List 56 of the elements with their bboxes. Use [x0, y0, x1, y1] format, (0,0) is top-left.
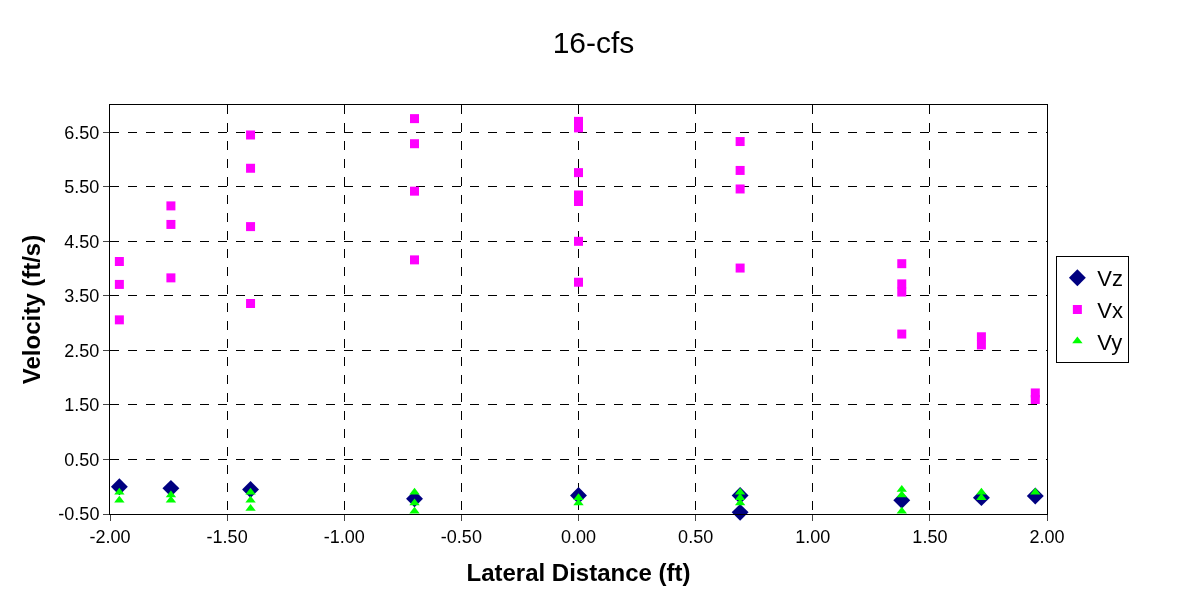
point: [114, 279, 124, 289]
point: [410, 114, 420, 124]
point: [166, 219, 176, 229]
point: [574, 277, 583, 287]
y-tick-label: 1.50: [64, 395, 100, 416]
point: [114, 315, 124, 325]
y-tick-label: 6.50: [64, 122, 100, 143]
x-tick-label: -1.00: [323, 526, 365, 547]
point: [897, 279, 907, 289]
legend-label: Vz: [1097, 266, 1124, 292]
point: [409, 506, 420, 514]
x-tick-label: -1.50: [206, 526, 248, 547]
point: [896, 484, 907, 492]
y-tick-label: 3.50: [64, 286, 100, 307]
y-tick-label: 0.50: [64, 449, 100, 470]
legend-label: Vy: [1097, 329, 1123, 355]
x-tick-label: 2.00: [1029, 526, 1065, 547]
point: [410, 139, 420, 149]
point: [896, 506, 907, 514]
point: [246, 222, 256, 232]
y-tick-label: -0.50: [58, 504, 100, 525]
point: [735, 137, 745, 147]
x-tick-label: 1.00: [795, 526, 831, 547]
x-tick-label: -0.50: [440, 526, 482, 547]
point: [246, 299, 256, 308]
point: [114, 495, 125, 503]
x-tick-label: 0.50: [678, 526, 714, 547]
point: [166, 201, 176, 211]
point: [410, 255, 420, 265]
point: [246, 130, 256, 140]
point: [410, 186, 420, 196]
point: [114, 257, 124, 267]
point: [735, 263, 745, 273]
x-tick-label: 1.50: [912, 526, 948, 547]
chart-title: 16-cfs: [552, 26, 635, 60]
point: [896, 490, 907, 498]
point: [574, 236, 583, 246]
y-axis-title: Velocity (ft/s): [18, 234, 46, 385]
point: [897, 287, 907, 297]
legend-label: Vx: [1097, 297, 1124, 323]
y-tick-label: 5.50: [64, 177, 100, 198]
point: [897, 259, 907, 269]
point: [735, 184, 745, 194]
point: [574, 168, 583, 178]
x-tick-label: -2.00: [89, 526, 131, 547]
point: [976, 340, 986, 350]
point: [1030, 394, 1040, 404]
y-tick-label: 2.50: [64, 340, 100, 361]
y-tick-label: 4.50: [64, 231, 100, 252]
point: [897, 329, 907, 339]
point: [166, 273, 176, 283]
x-axis-title: Lateral Distance (ft): [466, 558, 691, 586]
point: [246, 163, 256, 173]
point: [735, 165, 745, 175]
x-tick-label: 0.00: [560, 526, 597, 547]
point: [245, 495, 256, 503]
